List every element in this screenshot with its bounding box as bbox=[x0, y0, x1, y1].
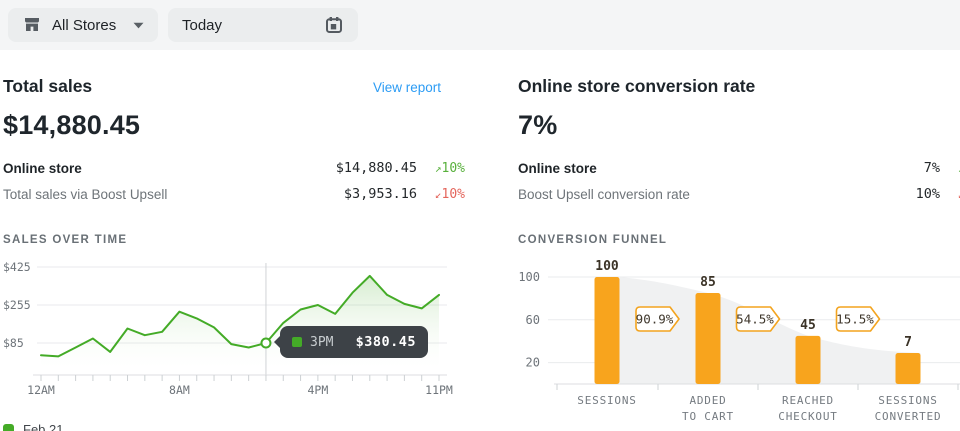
metric-label: Online store bbox=[3, 160, 82, 176]
tooltip-value: $380.45 bbox=[355, 334, 416, 350]
storefront-icon bbox=[22, 15, 42, 35]
svg-text:CONVERTED: CONVERTED bbox=[875, 410, 942, 423]
metric-change-up: ↗10% bbox=[434, 160, 465, 176]
svg-text:12AM: 12AM bbox=[27, 383, 55, 397]
svg-text:8AM: 8AM bbox=[169, 383, 190, 397]
metric-value: $14,880.45 bbox=[335, 160, 417, 176]
arrow-up-icon: ↗ bbox=[434, 161, 442, 175]
filter-bar: All Stores Today bbox=[0, 0, 960, 50]
metric-row-online-store: Online store 7% ↗10% bbox=[518, 155, 960, 181]
svg-text:100: 100 bbox=[595, 259, 619, 274]
arrow-down-icon: ↙ bbox=[958, 188, 960, 201]
svg-text:15.5%: 15.5% bbox=[836, 312, 874, 327]
svg-text:4PM: 4PM bbox=[307, 383, 328, 397]
metric-row-boost-upsell: Total sales via Boost Upsell $3,953.16 ↙… bbox=[3, 181, 465, 207]
conversion-breakdown: Online store 7% ↗10% Boost Upsell conver… bbox=[518, 155, 960, 207]
tooltip-series-swatch bbox=[292, 337, 302, 347]
metric-value: 10% bbox=[915, 186, 940, 202]
tooltip-time-label: 3PM bbox=[310, 334, 334, 350]
chart-tooltip: 3PM $380.45 bbox=[280, 326, 428, 358]
svg-text:$425: $425 bbox=[3, 260, 31, 274]
svg-text:7: 7 bbox=[904, 335, 912, 350]
sales-chart-legend: Feb 21 bbox=[3, 422, 465, 431]
view-report-link[interactable]: View report bbox=[372, 80, 441, 95]
svg-text:$85: $85 bbox=[3, 336, 24, 350]
arrow-down-icon: ↙ bbox=[434, 187, 442, 201]
chevron-down-icon bbox=[133, 22, 144, 29]
svg-text:CHECKOUT: CHECKOUT bbox=[778, 410, 837, 423]
date-range-button[interactable]: Today bbox=[168, 8, 358, 42]
conversion-funnel-title: CONVERSION FUNNEL bbox=[518, 234, 668, 246]
total-sales-panel: Total sales View report $14,880.45 Onlin… bbox=[3, 76, 465, 431]
conversion-rate-panel: Online store conversion rate 7% Online s… bbox=[518, 76, 960, 431]
metric-label: Online store bbox=[518, 160, 597, 176]
svg-text:20: 20 bbox=[526, 356, 540, 370]
total-sales-title: Total sales bbox=[3, 76, 93, 96]
svg-text:60: 60 bbox=[526, 313, 540, 327]
conversion-funnel-chart[interactable]: 100 60 20 100 SESSIONS 85 ADDED TO CART 45 REACHE… bbox=[518, 259, 960, 429]
metric-change-up: ↗10% bbox=[940, 161, 960, 176]
metric-label: Total sales via Boost Upsell bbox=[3, 186, 168, 202]
date-range-label: Today bbox=[182, 16, 223, 34]
legend-label: Feb 21 bbox=[23, 422, 64, 431]
svg-text:TO CART: TO CART bbox=[682, 410, 734, 423]
total-sales-value: $14,880.45 bbox=[3, 110, 141, 140]
svg-text:54.5%: 54.5% bbox=[736, 312, 774, 327]
svg-text:REACHED: REACHED bbox=[782, 394, 834, 407]
svg-text:100: 100 bbox=[518, 270, 540, 284]
metric-row-boost-upsell: Boost Upsell conversion rate 10% ↙10% bbox=[518, 181, 960, 207]
svg-text:11PM: 11PM bbox=[425, 383, 453, 397]
svg-text:SESSIONS: SESSIONS bbox=[577, 394, 636, 407]
svg-text:$255: $255 bbox=[3, 298, 31, 312]
legend-swatch-green bbox=[3, 424, 14, 431]
metric-label: Boost Upsell conversion rate bbox=[518, 186, 690, 202]
svg-text:45: 45 bbox=[800, 318, 816, 333]
svg-text:SESSIONS: SESSIONS bbox=[878, 394, 937, 407]
total-sales-breakdown: Online store $14,880.45 ↗10% Total sales… bbox=[3, 155, 465, 207]
metric-value: 7% bbox=[923, 160, 940, 176]
svg-text:90.9%: 90.9% bbox=[636, 312, 674, 327]
store-selector-label: All Stores bbox=[52, 16, 117, 34]
conversion-rate-value: 7% bbox=[518, 110, 558, 140]
calendar-icon bbox=[324, 15, 344, 35]
store-selector-button[interactable]: All Stores bbox=[8, 8, 158, 42]
svg-text:ADDED: ADDED bbox=[689, 394, 726, 407]
metric-change-down: ↙10% bbox=[434, 186, 465, 202]
svg-text:85: 85 bbox=[700, 275, 716, 290]
dashboard: Total sales View report $14,880.45 Onlin… bbox=[0, 50, 960, 431]
conversion-rate-title: Online store conversion rate bbox=[518, 76, 756, 96]
metric-value: $3,953.16 bbox=[343, 186, 417, 202]
metric-row-online-store: Online store $14,880.45 ↗10% bbox=[3, 155, 465, 181]
metric-change-down: ↙10% bbox=[940, 187, 960, 202]
arrow-up-icon: ↗ bbox=[958, 162, 960, 175]
sales-over-time-title: SALES OVER TIME bbox=[3, 234, 128, 246]
sales-over-time-chart[interactable]: $425 $255 $85 12AM 8AM 4PM 11PM 3PM $380.45 bbox=[3, 259, 453, 399]
